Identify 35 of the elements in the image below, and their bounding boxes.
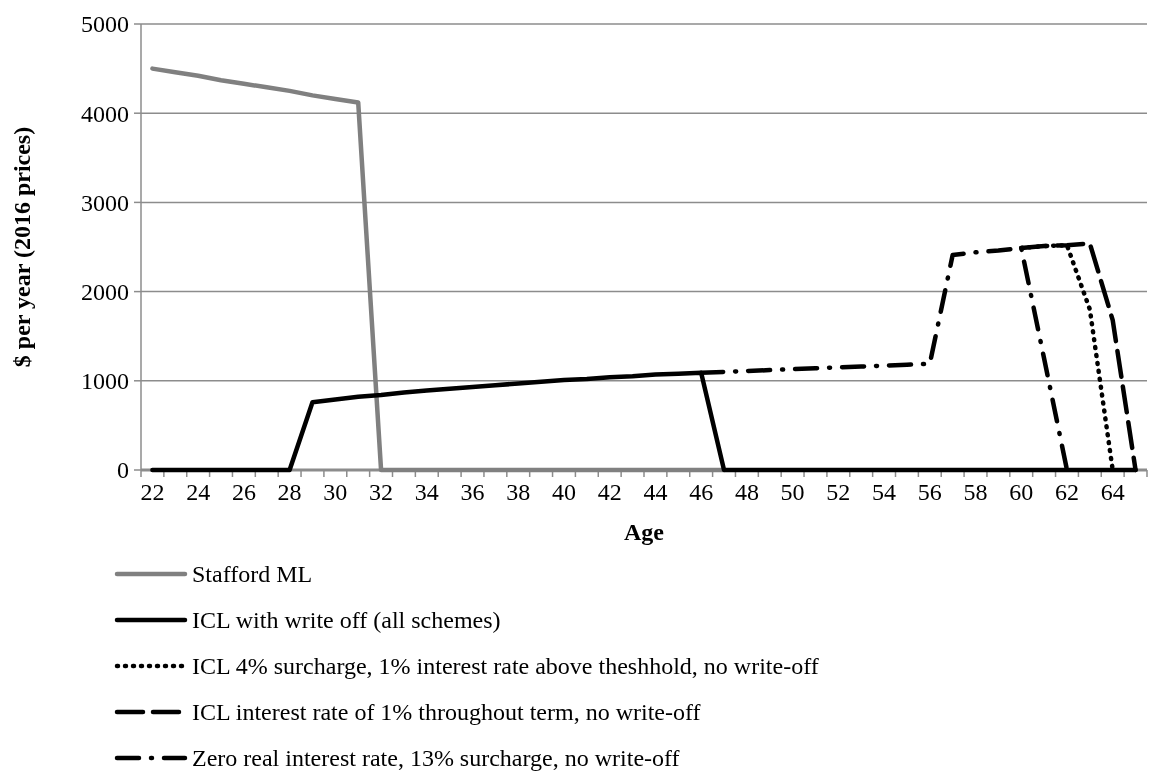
- legend-label: ICL 4% surcharge, 1% interest rate above theshhold, no write-off: [192, 653, 819, 680]
- x-tick-label: 46: [689, 479, 714, 505]
- y-tick-label: 3000: [81, 189, 129, 216]
- x-tick-label: 26: [231, 479, 256, 505]
- x-tick-label: 58: [963, 479, 988, 505]
- x-tick-label: 28: [277, 479, 302, 505]
- x-tick-label: 38: [506, 479, 531, 505]
- y-tick-label: 0: [117, 457, 129, 484]
- y-tick-label: 2000: [81, 279, 129, 305]
- x-tick-label: 48: [734, 479, 759, 505]
- x-tick-label: 34: [414, 479, 439, 505]
- legend-label: ICL interest rate of 1% throughout term, no write-off: [192, 699, 701, 726]
- x-tick-label: 64: [1100, 479, 1125, 505]
- x-tick-label: 56: [917, 479, 942, 505]
- y-tick-label: 4000: [81, 100, 129, 127]
- y-axis-title: $ per year (2016 prices): [9, 126, 35, 368]
- x-tick-label: 50: [780, 479, 805, 505]
- x-tick-label: 44: [643, 479, 668, 505]
- x-tick-label: 30: [323, 479, 348, 505]
- x-tick-label: 52: [826, 479, 851, 505]
- legend-label: Stafford ML: [192, 561, 313, 588]
- x-tick-label: 40: [551, 479, 576, 505]
- x-tick-label: 54: [872, 479, 897, 505]
- x-tick-label: 36: [460, 479, 485, 505]
- x-tick-label: 22: [140, 479, 165, 505]
- y-tick-label: 5000: [81, 11, 129, 38]
- y-tick-label: 1000: [81, 368, 129, 395]
- x-tick-label: 32: [369, 479, 394, 505]
- x-tick-label: 60: [1009, 479, 1034, 505]
- x-tick-label: 24: [186, 479, 211, 505]
- x-axis-title: Age: [624, 519, 665, 545]
- legend-label: Zero real interest rate, 13% surcharge, no write-off: [192, 745, 680, 772]
- x-tick-label: 42: [597, 479, 622, 505]
- x-tick-label: 62: [1054, 479, 1079, 505]
- legend-label: ICL with write off (all schemes): [192, 607, 501, 634]
